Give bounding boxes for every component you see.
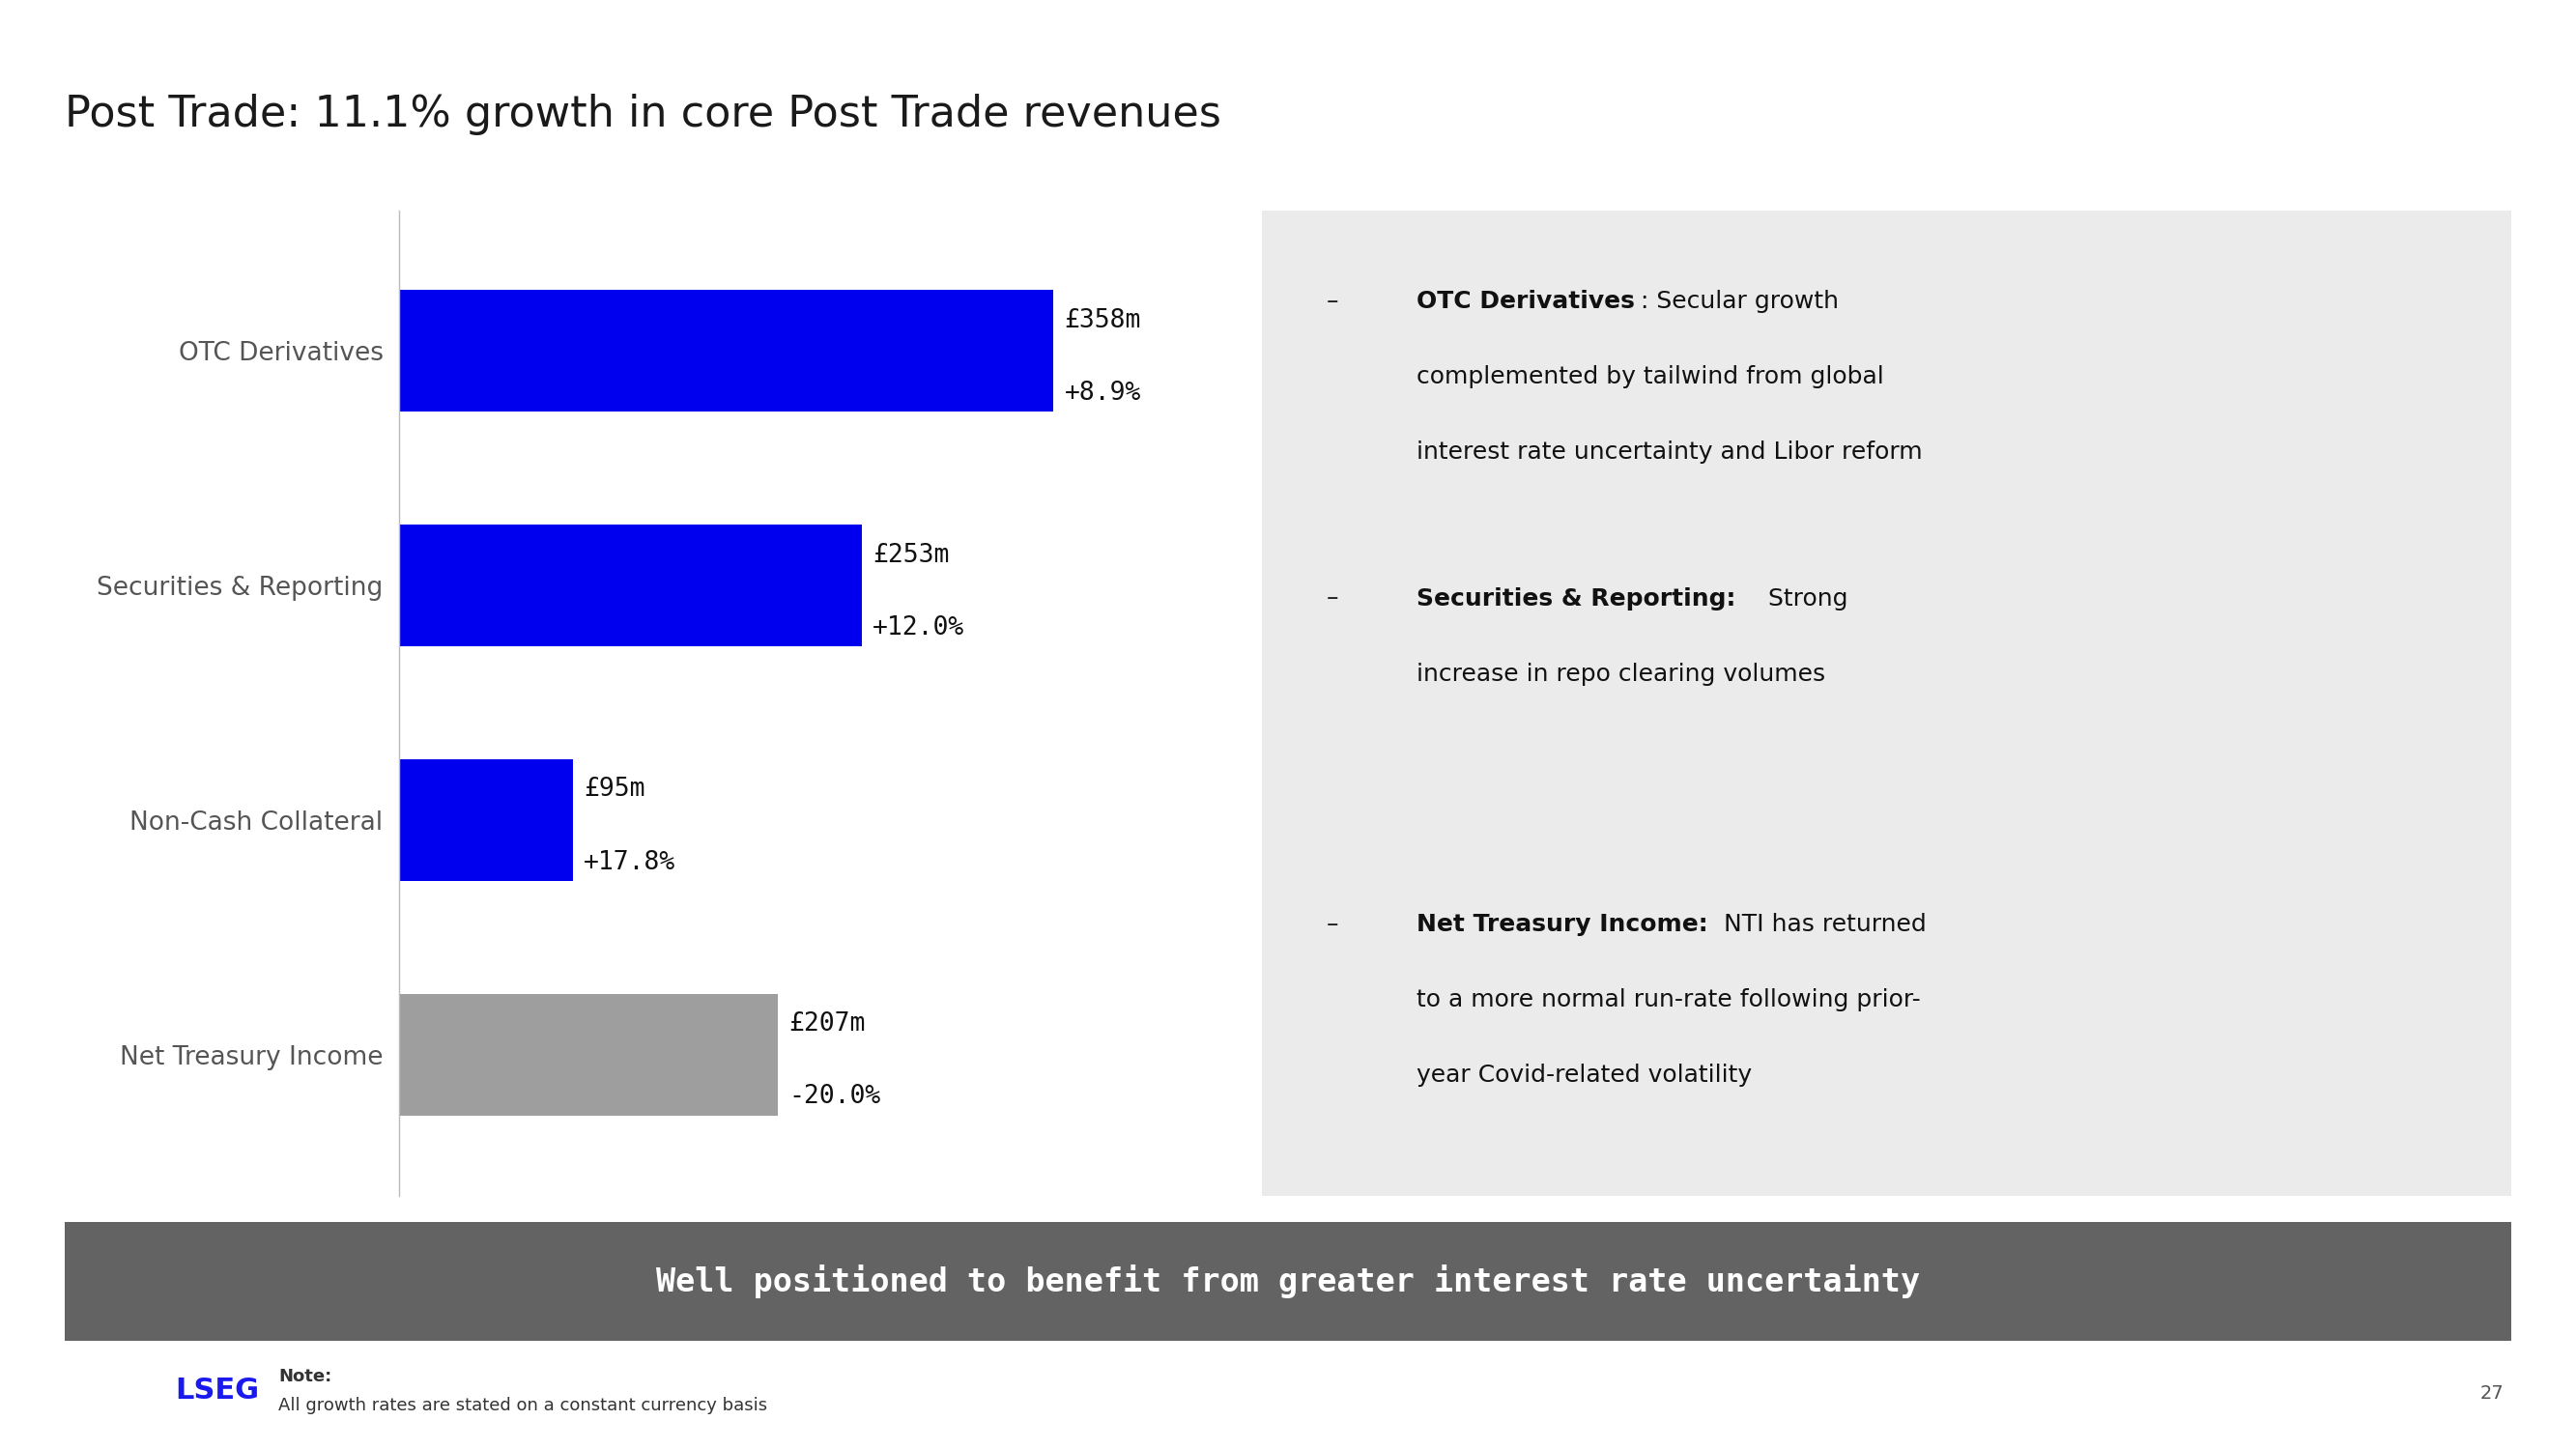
Text: Strong: Strong xyxy=(1759,587,1847,610)
Text: to a more normal run-rate following prior-: to a more normal run-rate following prio… xyxy=(1417,988,1922,1011)
Text: +12.0%: +12.0% xyxy=(873,616,963,640)
Text: LSEG: LSEG xyxy=(175,1377,260,1406)
Text: Note:: Note: xyxy=(278,1368,332,1385)
Text: Net Treasury Income:: Net Treasury Income: xyxy=(1417,913,1708,936)
Text: : Secular growth: : Secular growth xyxy=(1641,290,1839,313)
Text: complemented by tailwind from global: complemented by tailwind from global xyxy=(1417,365,1883,388)
Bar xyxy=(399,759,572,881)
Text: year Covid-related volatility: year Covid-related volatility xyxy=(1417,1064,1752,1087)
Text: Securities & Reporting:: Securities & Reporting: xyxy=(1417,587,1736,610)
Bar xyxy=(399,525,860,646)
Text: -20.0%: -20.0% xyxy=(788,1084,881,1110)
Text: £95m: £95m xyxy=(585,777,644,803)
Text: increase in repo clearing volumes: increase in repo clearing volumes xyxy=(1417,662,1826,685)
Text: NTI has returned: NTI has returned xyxy=(1716,913,1927,936)
Bar xyxy=(399,994,778,1116)
Text: +8.9%: +8.9% xyxy=(1064,381,1141,406)
Text: Post Trade: 11.1% growth in core Post Trade revenues: Post Trade: 11.1% growth in core Post Tr… xyxy=(64,94,1221,136)
Text: Well positioned to benefit from greater interest rate uncertainty: Well positioned to benefit from greater … xyxy=(657,1264,1919,1298)
Bar xyxy=(399,290,1054,412)
Text: £358m: £358m xyxy=(1064,307,1141,333)
Text: £207m: £207m xyxy=(788,1011,866,1036)
Text: –: – xyxy=(1327,913,1340,936)
Text: £253m: £253m xyxy=(873,542,948,568)
Text: OTC Derivatives: OTC Derivatives xyxy=(1417,290,1636,313)
Text: –: – xyxy=(1327,290,1340,313)
Text: All growth rates are stated on a constant currency basis: All growth rates are stated on a constan… xyxy=(278,1397,768,1414)
Text: –: – xyxy=(1327,587,1340,610)
Text: interest rate uncertainty and Libor reform: interest rate uncertainty and Libor refo… xyxy=(1417,440,1922,464)
Text: 27: 27 xyxy=(2481,1385,2504,1403)
Text: +17.8%: +17.8% xyxy=(585,849,675,875)
